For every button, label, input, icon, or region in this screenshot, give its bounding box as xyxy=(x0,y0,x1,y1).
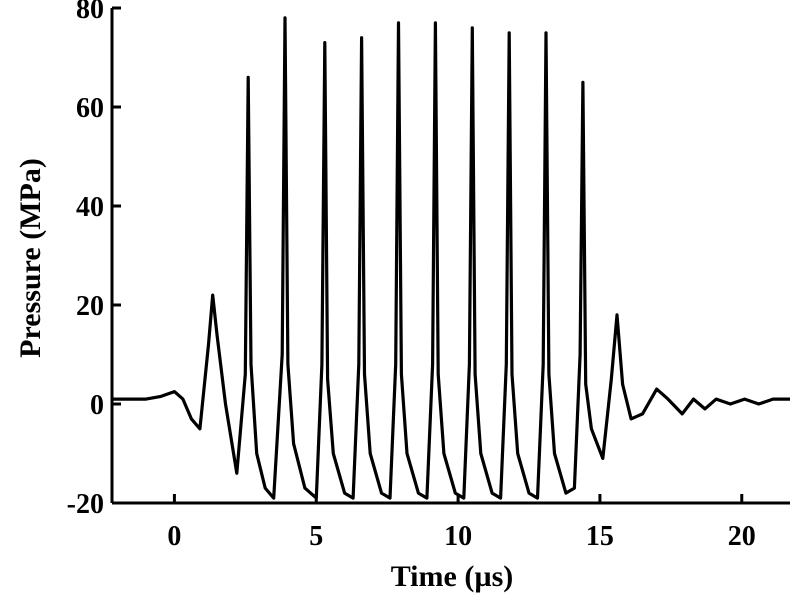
x-tick-label: 20 xyxy=(728,521,756,552)
pressure-series-line xyxy=(112,16,790,500)
y-tick-label: 40 xyxy=(76,192,104,223)
y-tick-label: 80 xyxy=(76,0,104,25)
y-tick-label: 60 xyxy=(76,93,104,124)
y-tick-label: 0 xyxy=(90,390,104,421)
x-tick-label: 5 xyxy=(309,521,323,552)
x-tick-label: 0 xyxy=(167,521,181,552)
y-tick-label: -20 xyxy=(67,489,104,520)
x-tick-label: 15 xyxy=(586,521,614,552)
plot-area xyxy=(112,16,790,500)
y-tick-label: 20 xyxy=(76,291,104,322)
ticks: -20 0 20 40 60 80 0 5 10 15 20 xyxy=(67,0,756,552)
y-axis-title: Pressure (MPa) xyxy=(14,158,47,358)
axes xyxy=(110,8,790,505)
x-axis-title: Time (µs) xyxy=(391,560,514,593)
x-tick-label: 10 xyxy=(444,521,472,552)
